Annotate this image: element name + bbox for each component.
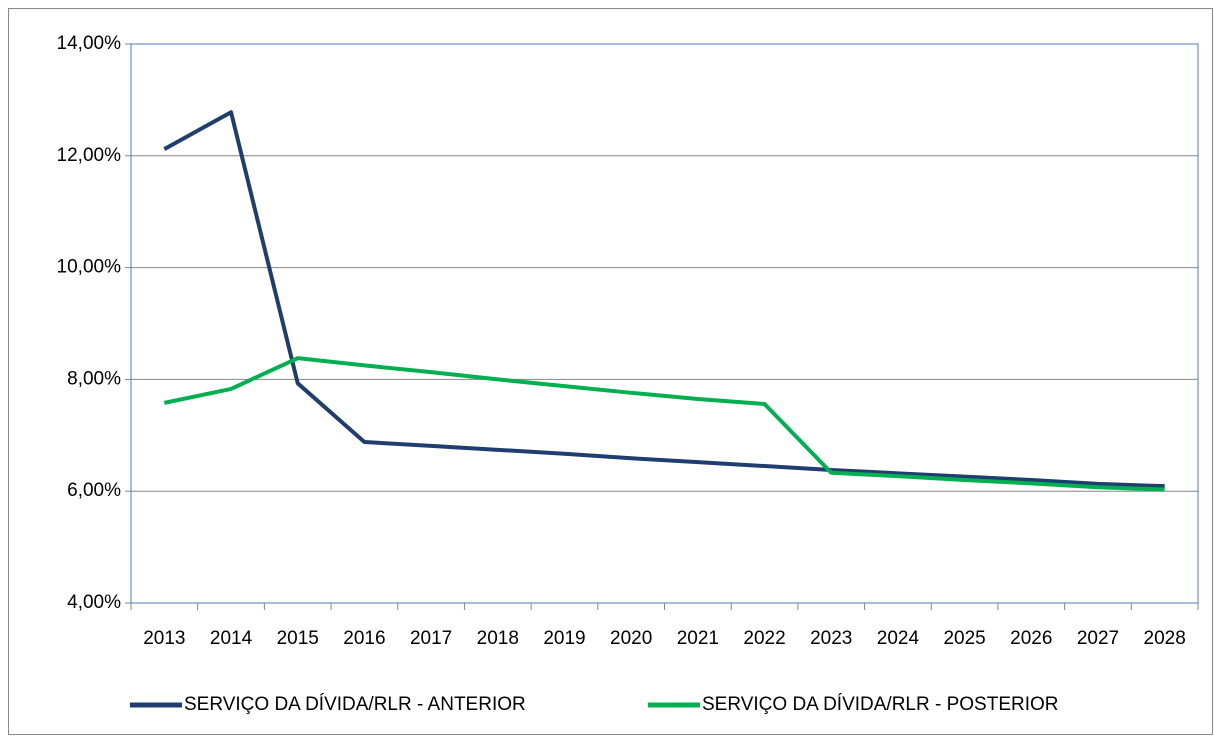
x-tick-label: 2022: [743, 628, 785, 649]
legend-label: SERVIÇO DA DÍVIDA/RLR - ANTERIOR: [184, 694, 526, 715]
y-tick-label: 12,00%: [57, 145, 122, 166]
x-tick-label: 2015: [277, 628, 319, 649]
x-tick-label: 2024: [877, 628, 920, 649]
x-tick-label: 2016: [343, 628, 385, 649]
x-tick-label: 2021: [677, 628, 719, 649]
series-line: [163, 110, 1165, 489]
series-line: [163, 356, 1165, 492]
chart-border: [8, 8, 1213, 735]
legend-label: SERVIÇO DA DÍVIDA/RLR - POSTERIOR: [702, 694, 1059, 715]
y-tick-label: 14,00%: [57, 33, 122, 54]
y-tick-label: 8,00%: [67, 368, 121, 389]
y-tick-label: 10,00%: [57, 257, 122, 278]
x-tick-label: 2025: [943, 628, 985, 649]
x-tick-label: 2023: [810, 628, 852, 649]
x-tick-label: 2017: [410, 628, 452, 649]
y-tick-label: 4,00%: [67, 592, 121, 613]
x-tick-label: 2027: [1077, 628, 1119, 649]
x-tick-label: 2013: [143, 628, 185, 649]
x-tick-label: 2018: [477, 628, 519, 649]
x-tick-label: 2019: [543, 628, 585, 649]
x-tick-label: 2014: [210, 628, 253, 649]
y-tick-label: 6,00%: [67, 480, 121, 501]
x-tick-label: 2026: [1010, 628, 1052, 649]
x-tick-label: 2028: [1144, 628, 1186, 649]
x-tick-label: 2020: [610, 628, 652, 649]
